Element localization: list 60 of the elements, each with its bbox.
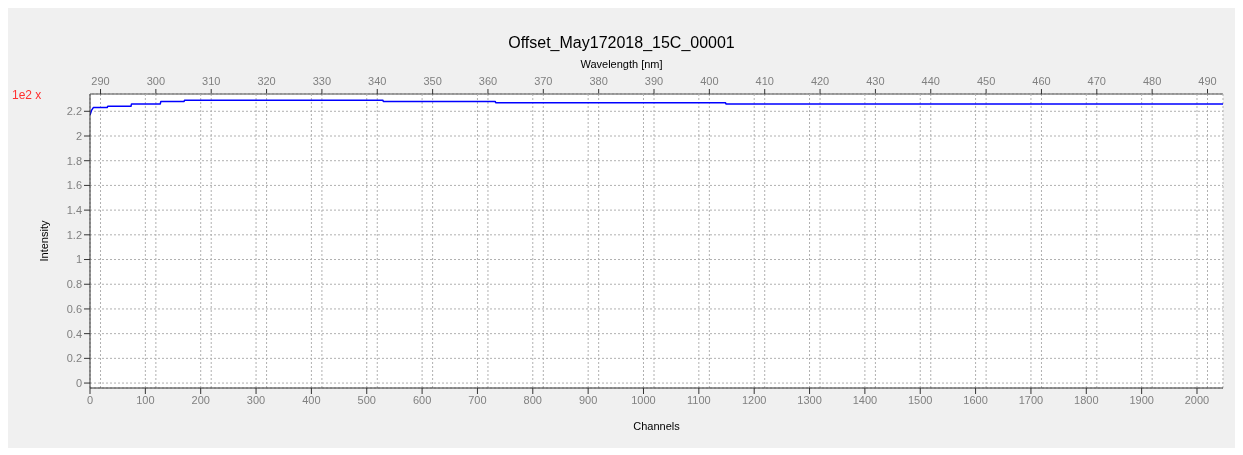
x-tick-label: 400 bbox=[302, 393, 321, 406]
y-tick-label: 0.8 bbox=[66, 278, 82, 291]
x2-tick-label: 440 bbox=[921, 75, 940, 87]
x-tick-label: 1800 bbox=[1074, 393, 1099, 406]
x2-tick-label: 410 bbox=[755, 75, 774, 87]
x2-axis-title: Wavelength [nm] bbox=[579, 58, 664, 70]
x-tick-label: 1000 bbox=[631, 393, 656, 406]
chart-title: Offset_May172018_15C_00001 bbox=[507, 34, 736, 52]
x2-tick-label: 340 bbox=[368, 75, 387, 87]
y-tick-label: 2 bbox=[75, 129, 82, 142]
y-tick-label: 2.2 bbox=[66, 105, 82, 118]
x2-tick-label: 360 bbox=[478, 75, 498, 87]
y-tick-label: 1 bbox=[75, 253, 82, 266]
x-tick-label: 1900 bbox=[1129, 393, 1154, 406]
x2-tick-label: 430 bbox=[866, 75, 885, 87]
x-tick-label: 700 bbox=[468, 393, 487, 406]
x2-tick-label: 460 bbox=[1032, 75, 1051, 87]
x-tick-label: 200 bbox=[191, 393, 210, 406]
x2-tick-label: 420 bbox=[810, 75, 830, 87]
y-tick-label: 0.2 bbox=[66, 352, 82, 365]
y-axis-title: Intensity bbox=[37, 220, 50, 262]
x-tick-label: 1200 bbox=[741, 393, 767, 406]
x2-tick-label: 470 bbox=[1087, 75, 1106, 87]
x2-tick-label: 390 bbox=[644, 75, 664, 87]
x2-tick-label: 330 bbox=[312, 75, 332, 87]
x-tick-label: 300 bbox=[246, 393, 266, 406]
x2-tick-label: 350 bbox=[423, 75, 442, 87]
x-tick-label: 1100 bbox=[687, 393, 711, 406]
x2-tick-label: 370 bbox=[534, 75, 553, 87]
x-tick-label: 0 bbox=[86, 393, 94, 406]
x-axis-title: Channels bbox=[633, 420, 681, 432]
x-tick-label: 900 bbox=[578, 393, 598, 406]
y-tick-label: 1.6 bbox=[66, 179, 82, 192]
x-tick-label: 1600 bbox=[963, 393, 988, 406]
x-tick-label: 1500 bbox=[908, 393, 933, 406]
x2-tick-label: 310 bbox=[202, 75, 221, 87]
x-tick-label: 500 bbox=[357, 393, 376, 406]
x2-tick-label: 380 bbox=[589, 75, 608, 87]
text: 1e2 x bbox=[12, 88, 42, 102]
x2-tick-label: 290 bbox=[91, 75, 110, 87]
x-tick-label: 100 bbox=[136, 393, 155, 406]
x2-tick-label: 450 bbox=[976, 75, 996, 87]
y-tick-label: 1.8 bbox=[66, 154, 82, 167]
x2-tick-label: 400 bbox=[700, 75, 719, 87]
y-tick-label: 0.6 bbox=[66, 302, 82, 315]
x2-tick-label: 490 bbox=[1198, 75, 1217, 87]
y-tick-label: 0 bbox=[75, 376, 82, 389]
x-tick-label: 2000 bbox=[1184, 393, 1210, 406]
x-tick-label: 1400 bbox=[852, 393, 878, 406]
line-series bbox=[90, 99, 1223, 116]
y-tick-label: 1.4 bbox=[66, 204, 82, 217]
x-tick-label: 800 bbox=[523, 393, 542, 406]
y-tick-label: 1.2 bbox=[66, 228, 82, 241]
y-tick-label: 0.4 bbox=[66, 327, 82, 340]
x-tick-label: 600 bbox=[412, 393, 432, 406]
x2-tick-label: 320 bbox=[257, 75, 276, 87]
x2-tick-label: 480 bbox=[1142, 75, 1162, 87]
x2-tick-label: 300 bbox=[146, 75, 166, 87]
x-tick-label: 1700 bbox=[1018, 393, 1044, 406]
x-tick-label: 1300 bbox=[797, 393, 822, 406]
